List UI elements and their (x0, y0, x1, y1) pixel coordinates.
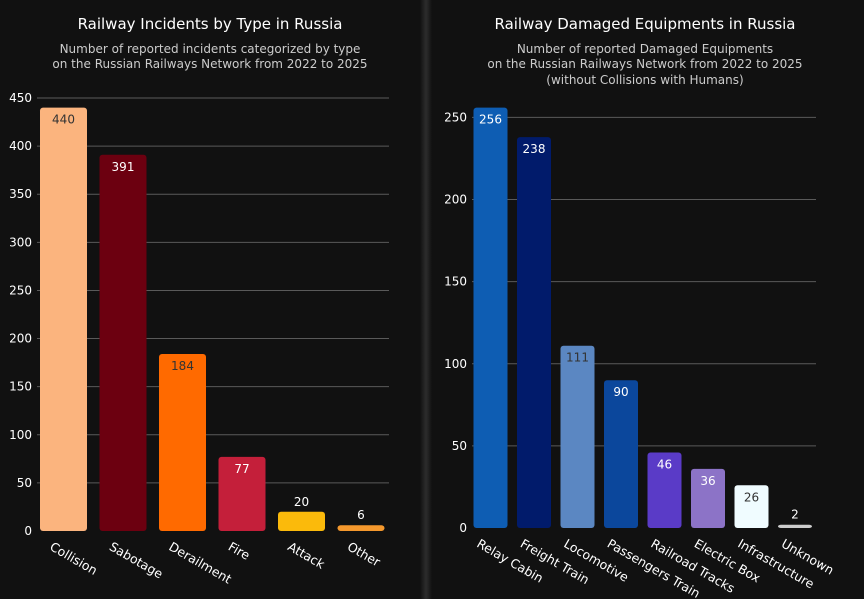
bar[interactable] (473, 107, 508, 529)
incidents-bar-chart: Railway Incidents by Type in Russia Numb… (9, 15, 389, 587)
incidents-chart-panel: Railway Incidents by Type in Russia Numb… (0, 0, 420, 599)
bar-value-label: 26 (744, 490, 759, 504)
bar-value-label: 440 (52, 113, 75, 127)
x-tick-label: Sabotage (107, 539, 166, 582)
chart-title: Railway Damaged Equipments in Russia (494, 15, 795, 33)
y-tick-label: 100 (444, 357, 467, 371)
bar[interactable] (278, 511, 325, 531)
bar-value-label: 20 (294, 495, 309, 509)
bar-value-label: 90 (613, 385, 628, 399)
y-tick-label: 250 (9, 283, 32, 297)
bar[interactable] (159, 353, 206, 531)
chart-title: Railway Incidents by Type in Russia (78, 15, 343, 33)
bar[interactable] (560, 345, 595, 528)
y-tick-label: 150 (444, 275, 467, 289)
y-tick-label: 300 (9, 235, 32, 249)
y-tick-label: 450 (9, 91, 32, 105)
panel-divider (420, 0, 432, 599)
bar[interactable] (647, 452, 682, 528)
equipment-bar-chart: Railway Damaged Equipments in Russia Num… (444, 15, 836, 599)
chart-subtitle-line-3: (without Collisions with Humans) (546, 73, 743, 87)
y-tick-label: 0 (24, 524, 32, 538)
y-tick-label: 200 (9, 332, 32, 346)
bar-value-label: 2 (791, 508, 799, 522)
y-tick-label: 400 (9, 139, 32, 153)
x-tick-label: Fire (226, 539, 253, 563)
chart-subtitle-line-1: Number of reported incidents categorized… (60, 42, 361, 56)
bar[interactable] (40, 107, 87, 531)
chart-subtitle-line-2: on the Russian Railways Network from 202… (52, 57, 367, 71)
x-tick-label: Attack (285, 539, 328, 572)
bar[interactable] (778, 524, 812, 528)
bar-value-label: 111 (566, 351, 589, 365)
y-tick-label: 200 (444, 193, 467, 207)
bar-value-label: 391 (112, 160, 135, 174)
bar[interactable] (604, 380, 638, 528)
bar[interactable] (691, 468, 725, 528)
bar-value-label: 46 (657, 457, 672, 471)
x-tick-label: Other (345, 539, 384, 570)
y-tick-label: 250 (444, 110, 467, 124)
y-tick-label: 350 (9, 187, 32, 201)
bar[interactable] (337, 525, 385, 531)
y-tick-label: 50 (452, 439, 467, 453)
bar[interactable] (99, 154, 147, 531)
chart-subtitle-line-1: Number of reported Damaged Equipments (517, 42, 773, 56)
bar-value-label: 238 (523, 142, 546, 156)
x-tick-label: Derailment (166, 539, 234, 587)
bar[interactable] (218, 456, 266, 531)
bar-value-label: 36 (700, 474, 715, 488)
bar-value-label: 256 (479, 113, 502, 127)
bar-value-label: 184 (171, 359, 194, 373)
y-tick-label: 0 (459, 521, 467, 535)
bar-value-label: 6 (357, 508, 365, 522)
y-tick-label: 150 (9, 380, 32, 394)
x-tick-label: Collision (47, 539, 100, 578)
bar-value-label: 77 (234, 462, 249, 476)
y-tick-label: 100 (9, 428, 32, 442)
y-tick-label: 50 (17, 476, 32, 490)
bar[interactable] (734, 485, 769, 528)
bar[interactable] (517, 137, 551, 528)
equipment-chart-panel: Railway Damaged Equipments in Russia Num… (432, 0, 864, 599)
chart-subtitle-line-2: on the Russian Railways Network from 202… (487, 57, 802, 71)
